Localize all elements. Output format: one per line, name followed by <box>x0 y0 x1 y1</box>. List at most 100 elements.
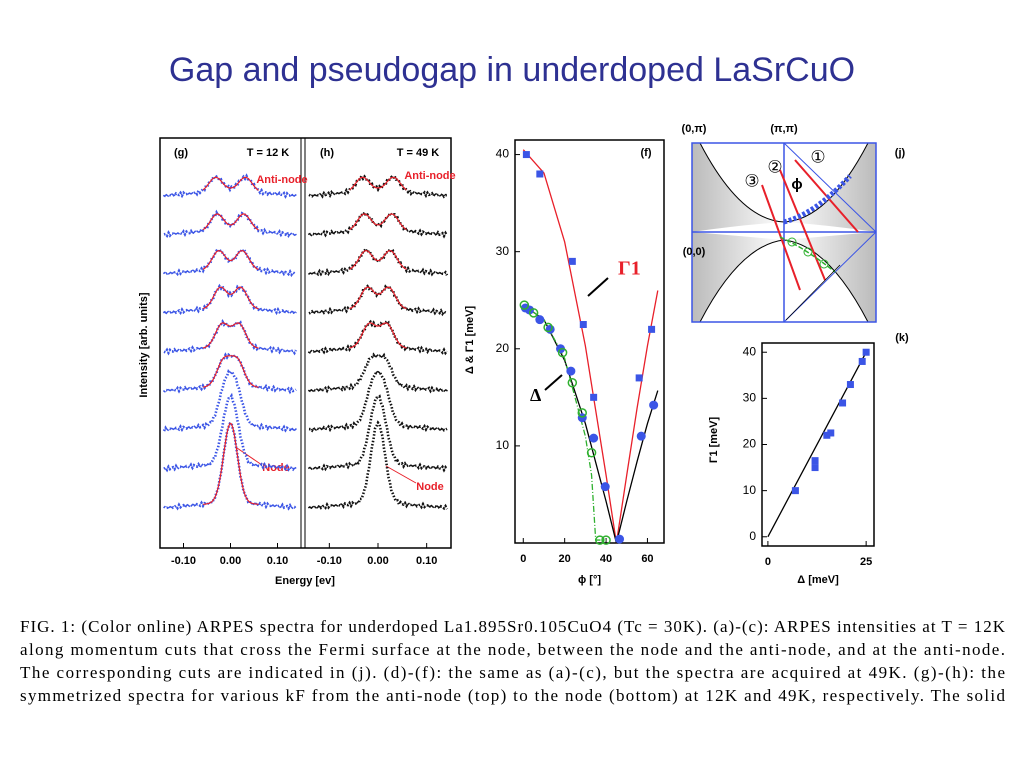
arrow <box>385 465 417 484</box>
corner-label: (0,0) <box>683 246 706 258</box>
cut-label: ① <box>810 147 825 166</box>
y-axis-label: Intensity [arb. units] <box>138 292 150 397</box>
point <box>601 535 611 545</box>
x-tick-label: 0 <box>520 553 526 565</box>
spectrum-fit <box>349 249 407 270</box>
spectrum <box>163 392 298 473</box>
x-tick-label: 0.00 <box>367 555 388 567</box>
annotation: Γ1 <box>618 258 641 280</box>
point <box>600 482 610 492</box>
slide-title: Gap and pseudogap in underdoped LaSrCuO <box>169 51 855 89</box>
spectrum <box>307 246 449 278</box>
y-axis-label: Δ & Γ1 [meV] <box>464 306 476 375</box>
x-axis-label: Energy [ev] <box>275 575 335 587</box>
caption: FIG. 1: (Color online) ARPES spectra for… <box>20 617 1006 705</box>
point <box>811 464 819 472</box>
point <box>649 400 659 410</box>
corner-label: (0,π) <box>682 123 707 135</box>
anti-node-label: Anti-node <box>404 170 455 182</box>
point <box>823 431 831 439</box>
point <box>811 457 819 465</box>
spectrum <box>307 319 449 356</box>
spectrum <box>307 420 449 512</box>
x-tick-label: 0.00 <box>220 555 241 567</box>
spectrum <box>162 173 298 200</box>
spectrum-fit <box>202 286 259 310</box>
panel-label: (f) <box>641 147 652 159</box>
y-tick-label: 0 <box>749 529 756 543</box>
panel-label: (k) <box>895 332 909 344</box>
point <box>536 170 544 178</box>
anti-node-label: Anti-node <box>256 174 307 186</box>
spectrum <box>308 284 448 317</box>
fit-line <box>522 304 659 544</box>
x-axis-label: Δ [meV] <box>797 574 839 586</box>
spectrum-fit <box>202 213 259 231</box>
spectrum <box>163 209 298 239</box>
temperature: T = 12 K <box>247 147 290 159</box>
panel-label: (h) <box>320 147 334 159</box>
panel-label: (g) <box>174 147 188 159</box>
spectrum <box>308 173 448 200</box>
x-tick-label: 25 <box>860 556 872 568</box>
y-tick-label: 30 <box>743 391 757 405</box>
arrow <box>236 447 263 466</box>
spectrum-fit <box>202 422 259 505</box>
point <box>635 374 643 382</box>
point <box>595 535 605 545</box>
cut-label: ③ <box>744 171 759 190</box>
spectrum-fit <box>349 286 407 310</box>
spectrum-fit <box>202 322 259 349</box>
spectrum <box>162 283 297 317</box>
point <box>791 487 799 495</box>
point <box>522 151 530 159</box>
x-tick-label: 20 <box>559 553 571 565</box>
spectrum <box>308 368 448 434</box>
x-tick-label: 0.10 <box>267 555 288 567</box>
fit-line <box>767 351 867 538</box>
fit-line <box>522 149 659 544</box>
point <box>827 429 835 437</box>
point <box>535 315 545 325</box>
y-tick-label: 30 <box>496 244 510 258</box>
y-tick-label: 10 <box>743 483 757 497</box>
point <box>648 325 656 333</box>
y-tick-label: 40 <box>743 344 757 358</box>
panel-label: (j) <box>895 147 906 159</box>
point <box>862 348 870 356</box>
x-tick-label: 60 <box>641 553 653 565</box>
x-tick-label: 0.10 <box>416 555 437 567</box>
caption-line: The corresponding cuts are indicated in … <box>20 663 1005 682</box>
spectrum-fit <box>349 213 407 231</box>
spectrum <box>162 352 297 395</box>
point <box>636 431 646 441</box>
x-tick-label: -0.10 <box>171 555 196 567</box>
x-axis-label: ϕ [°] <box>578 574 601 586</box>
arrow <box>587 277 609 297</box>
plot-frame <box>514 139 665 544</box>
y-tick-label: 20 <box>496 341 510 355</box>
spectrum <box>307 209 449 239</box>
spectrum <box>162 369 297 434</box>
point <box>589 433 599 443</box>
point <box>543 322 553 333</box>
annotation: Δ <box>530 385 541 405</box>
spectrum-fit <box>202 249 259 271</box>
caption-line: FIG. 1: (Color online) ARPES spectra for… <box>20 617 1006 636</box>
spectrum-fit <box>349 176 407 191</box>
point <box>858 357 866 365</box>
brillouin-zone <box>691 142 877 323</box>
spectrum-fit <box>202 176 259 191</box>
x-tick-label: 40 <box>600 553 612 565</box>
x-tick-label: 0 <box>765 556 771 568</box>
spectrum <box>307 394 449 473</box>
point <box>846 381 854 389</box>
spectrum <box>163 318 298 356</box>
point <box>586 447 597 458</box>
point <box>567 378 578 388</box>
point <box>615 534 625 544</box>
spectrum <box>162 246 297 278</box>
y-tick-label: 10 <box>496 438 510 452</box>
point <box>579 321 587 329</box>
fit-line <box>522 304 607 541</box>
